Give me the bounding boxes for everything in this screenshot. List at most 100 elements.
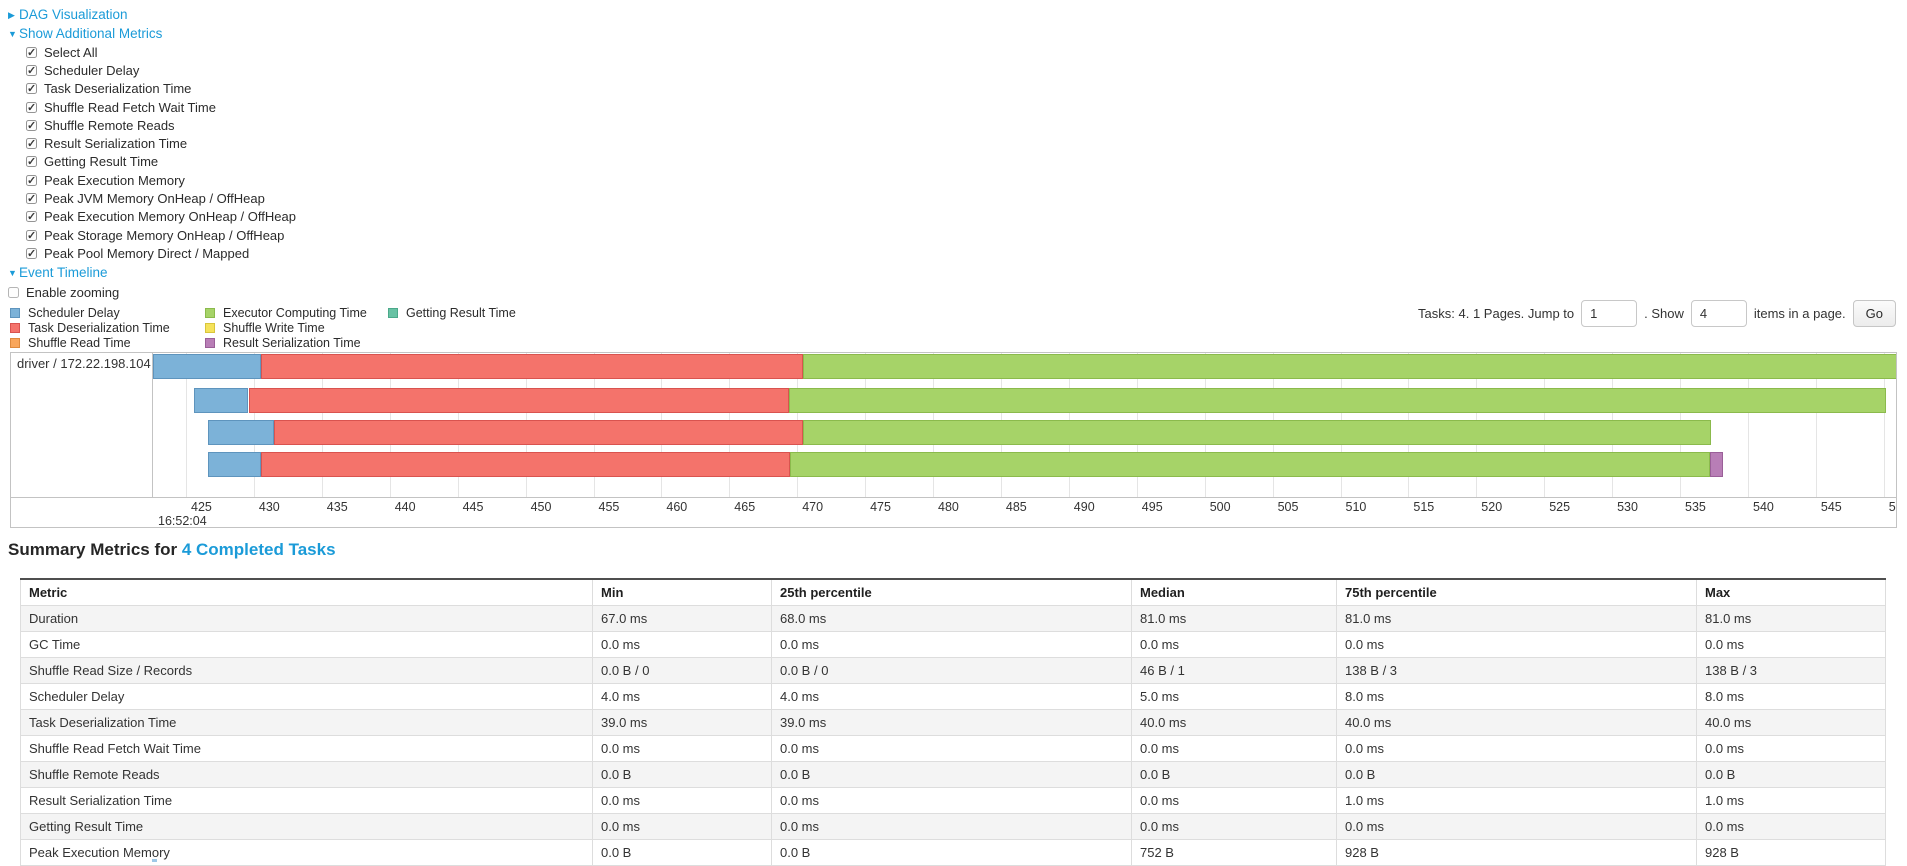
items-per-page-input[interactable] [1690, 299, 1747, 327]
legend-item: Task Deserialization Time [10, 321, 205, 336]
checkbox-icon[interactable] [26, 174, 37, 187]
metric-value-cell: 0.0 ms [1696, 735, 1886, 762]
axis-tick-label: 450 [530, 500, 552, 514]
show-additional-metrics-toggle[interactable]: ▼ Show Additional Metrics [8, 24, 296, 43]
metric-value-cell: 1.0 ms [1336, 787, 1697, 814]
metric-checkbox-row[interactable]: Shuffle Remote Reads [26, 116, 296, 134]
timeline-task-segment-scheduler-delay[interactable] [207, 420, 275, 445]
metric-checkbox-row[interactable]: Shuffle Read Fetch Wait Time [26, 98, 296, 116]
timeline-task-segment-task-deserialization[interactable] [260, 354, 803, 379]
timeline-legend: Scheduler Delay Task Deserialization Time… [10, 306, 516, 350]
jump-to-page-input[interactable] [1581, 299, 1638, 327]
metric-value-cell: 928 B [1336, 839, 1697, 866]
legend-swatch-icon [10, 323, 20, 334]
table-header-cell: 75th percentile [1336, 578, 1697, 606]
metric-checkbox-row[interactable]: Scheduler Delay [26, 61, 296, 79]
event-timeline-toggle[interactable]: ▼ Event Timeline [8, 263, 296, 282]
summary-metrics-title: Summary Metrics for 4 Completed Tasks [8, 540, 336, 560]
timeline-task-segment-task-deserialization[interactable] [248, 388, 790, 413]
metric-checkbox-row[interactable]: Result Serialization Time [26, 134, 296, 152]
axis-time-label: 16:52:04 [158, 514, 207, 527]
legend-label: Shuffle Read Time [28, 335, 131, 350]
legend-item: Executor Computing Time [205, 306, 388, 321]
checkbox-icon[interactable] [26, 210, 37, 223]
metric-checkbox-row[interactable]: Peak Pool Memory Direct / Mapped [26, 244, 296, 262]
metric-value-cell: 81.0 ms [1131, 605, 1337, 632]
metric-value-cell: 0.0 B [1696, 761, 1886, 788]
metric-checkbox-row[interactable]: Task Deserialization Time [26, 80, 296, 98]
checkbox-icon[interactable] [26, 155, 37, 168]
checkbox-icon[interactable] [26, 101, 37, 114]
axis-tick-label: 500 [1209, 500, 1231, 514]
tasks-pagination: Tasks: 4. 1 Pages. Jump to . Show items … [1418, 299, 1896, 327]
legend-item: Shuffle Write Time [205, 321, 388, 336]
stage-page-controls: ▶ DAG Visualization ▼ Show Additional Metr… [8, 5, 296, 302]
metric-name-cell: Shuffle Read Fetch Wait Time [20, 735, 593, 762]
metric-value-cell: 0.0 B / 0 [771, 657, 1132, 684]
timeline-task-segment-executor-computing[interactable] [802, 354, 1896, 379]
dag-visualization-link[interactable]: DAG Visualization [19, 7, 128, 22]
timeline-task-segment-scheduler-delay[interactable] [153, 354, 261, 379]
timeline-task-segment-result-serialization[interactable] [1709, 452, 1724, 477]
checkbox-icon[interactable] [26, 229, 37, 242]
timeline-task-segment-executor-computing[interactable] [802, 420, 1712, 445]
checkbox-icon[interactable] [26, 82, 37, 95]
enable-zooming-checkbox[interactable] [8, 287, 19, 299]
metric-checkbox-row[interactable]: Getting Result Time [26, 153, 296, 171]
axis-tick-label: 440 [394, 500, 416, 514]
metric-checkbox-label: Peak Pool Memory Direct / Mapped [44, 245, 250, 261]
checkbox-icon[interactable] [26, 64, 37, 77]
metric-checkbox-row[interactable]: Peak Execution Memory OnHeap / OffHeap [26, 208, 296, 226]
legend-item: Getting Result Time [388, 306, 516, 321]
metric-value-cell: 0.0 ms [592, 787, 772, 814]
checkbox-icon[interactable] [26, 46, 37, 59]
metric-checkbox-row[interactable]: Peak Storage Memory OnHeap / OffHeap [26, 226, 296, 244]
legend-swatch-icon [205, 323, 215, 334]
checkbox-icon[interactable] [26, 137, 37, 150]
table-header-cell: Metric [20, 578, 593, 606]
timeline-task-segment-scheduler-delay[interactable] [194, 388, 249, 413]
axis-tick-label: 480 [938, 500, 959, 514]
partial-next-section [152, 859, 157, 862]
completed-tasks-link[interactable]: 4 Completed Tasks [181, 540, 336, 559]
metric-value-cell: 138 B / 3 [1696, 657, 1886, 684]
timeline-task-segment-task-deserialization[interactable] [260, 452, 791, 477]
metric-checkbox-row[interactable]: Peak JVM Memory OnHeap / OffHeap [26, 189, 296, 207]
enable-zooming-row[interactable]: Enable zooming [8, 284, 296, 302]
go-button[interactable]: Go [1852, 299, 1896, 327]
metric-checkbox-label: Peak JVM Memory OnHeap / OffHeap [44, 191, 265, 207]
checkbox-icon[interactable] [26, 119, 37, 132]
axis-tick-label: 510 [1345, 500, 1367, 514]
event-timeline-chart: driver / 172.22.198.104 16:52:04 425 430 4… [10, 352, 1897, 528]
metric-checkbox-row[interactable]: Select All [26, 43, 296, 61]
dag-visualization-toggle[interactable]: ▶ DAG Visualization [8, 5, 296, 24]
metric-value-cell: 0.0 B [592, 761, 772, 788]
metric-checkbox-label: Shuffle Read Fetch Wait Time [44, 99, 216, 115]
metric-value-cell: 0.0 B [1336, 761, 1697, 788]
metric-value-cell: 0.0 ms [1336, 813, 1697, 840]
axis-tick-label: 430 [258, 500, 280, 514]
axis-tick-label: 495 [1141, 500, 1163, 514]
timeline-task-segment-executor-computing[interactable] [790, 452, 1710, 477]
metric-value-cell: 0.0 B / 0 [592, 657, 772, 684]
metric-checkbox-label: Select All [44, 44, 98, 60]
event-timeline-link[interactable]: Event Timeline [19, 264, 108, 280]
timeline-task-segment-scheduler-delay[interactable] [207, 452, 261, 477]
table-row: Peak Execution Memory 0.0 B 0.0 B 752 B 928 … [20, 839, 1886, 866]
metric-checkbox-label: Peak Storage Memory OnHeap / OffHeap [44, 227, 285, 243]
checkbox-icon[interactable] [26, 247, 37, 260]
checkbox-icon[interactable] [26, 192, 37, 205]
show-additional-metrics-link[interactable]: Show Additional Metrics [19, 26, 163, 41]
timeline-task-segment-executor-computing[interactable] [789, 388, 1887, 413]
axis-gridline [1748, 353, 1749, 497]
metric-value-cell: 0.0 ms [592, 735, 772, 762]
metric-checkbox-label: Peak Execution Memory OnHeap / OffHeap [44, 209, 296, 225]
metric-value-cell: 0.0 B [1131, 761, 1337, 788]
timeline-task-segment-task-deserialization[interactable] [274, 420, 803, 445]
metric-value-cell: 0.0 ms [771, 813, 1132, 840]
axis-gridline [186, 353, 187, 497]
metric-value-cell: 0.0 ms [771, 787, 1132, 814]
metric-checkbox-row[interactable]: Peak Execution Memory [26, 171, 296, 189]
metric-value-cell: 0.0 ms [592, 813, 772, 840]
metric-value-cell: 0.0 ms [1131, 735, 1337, 762]
